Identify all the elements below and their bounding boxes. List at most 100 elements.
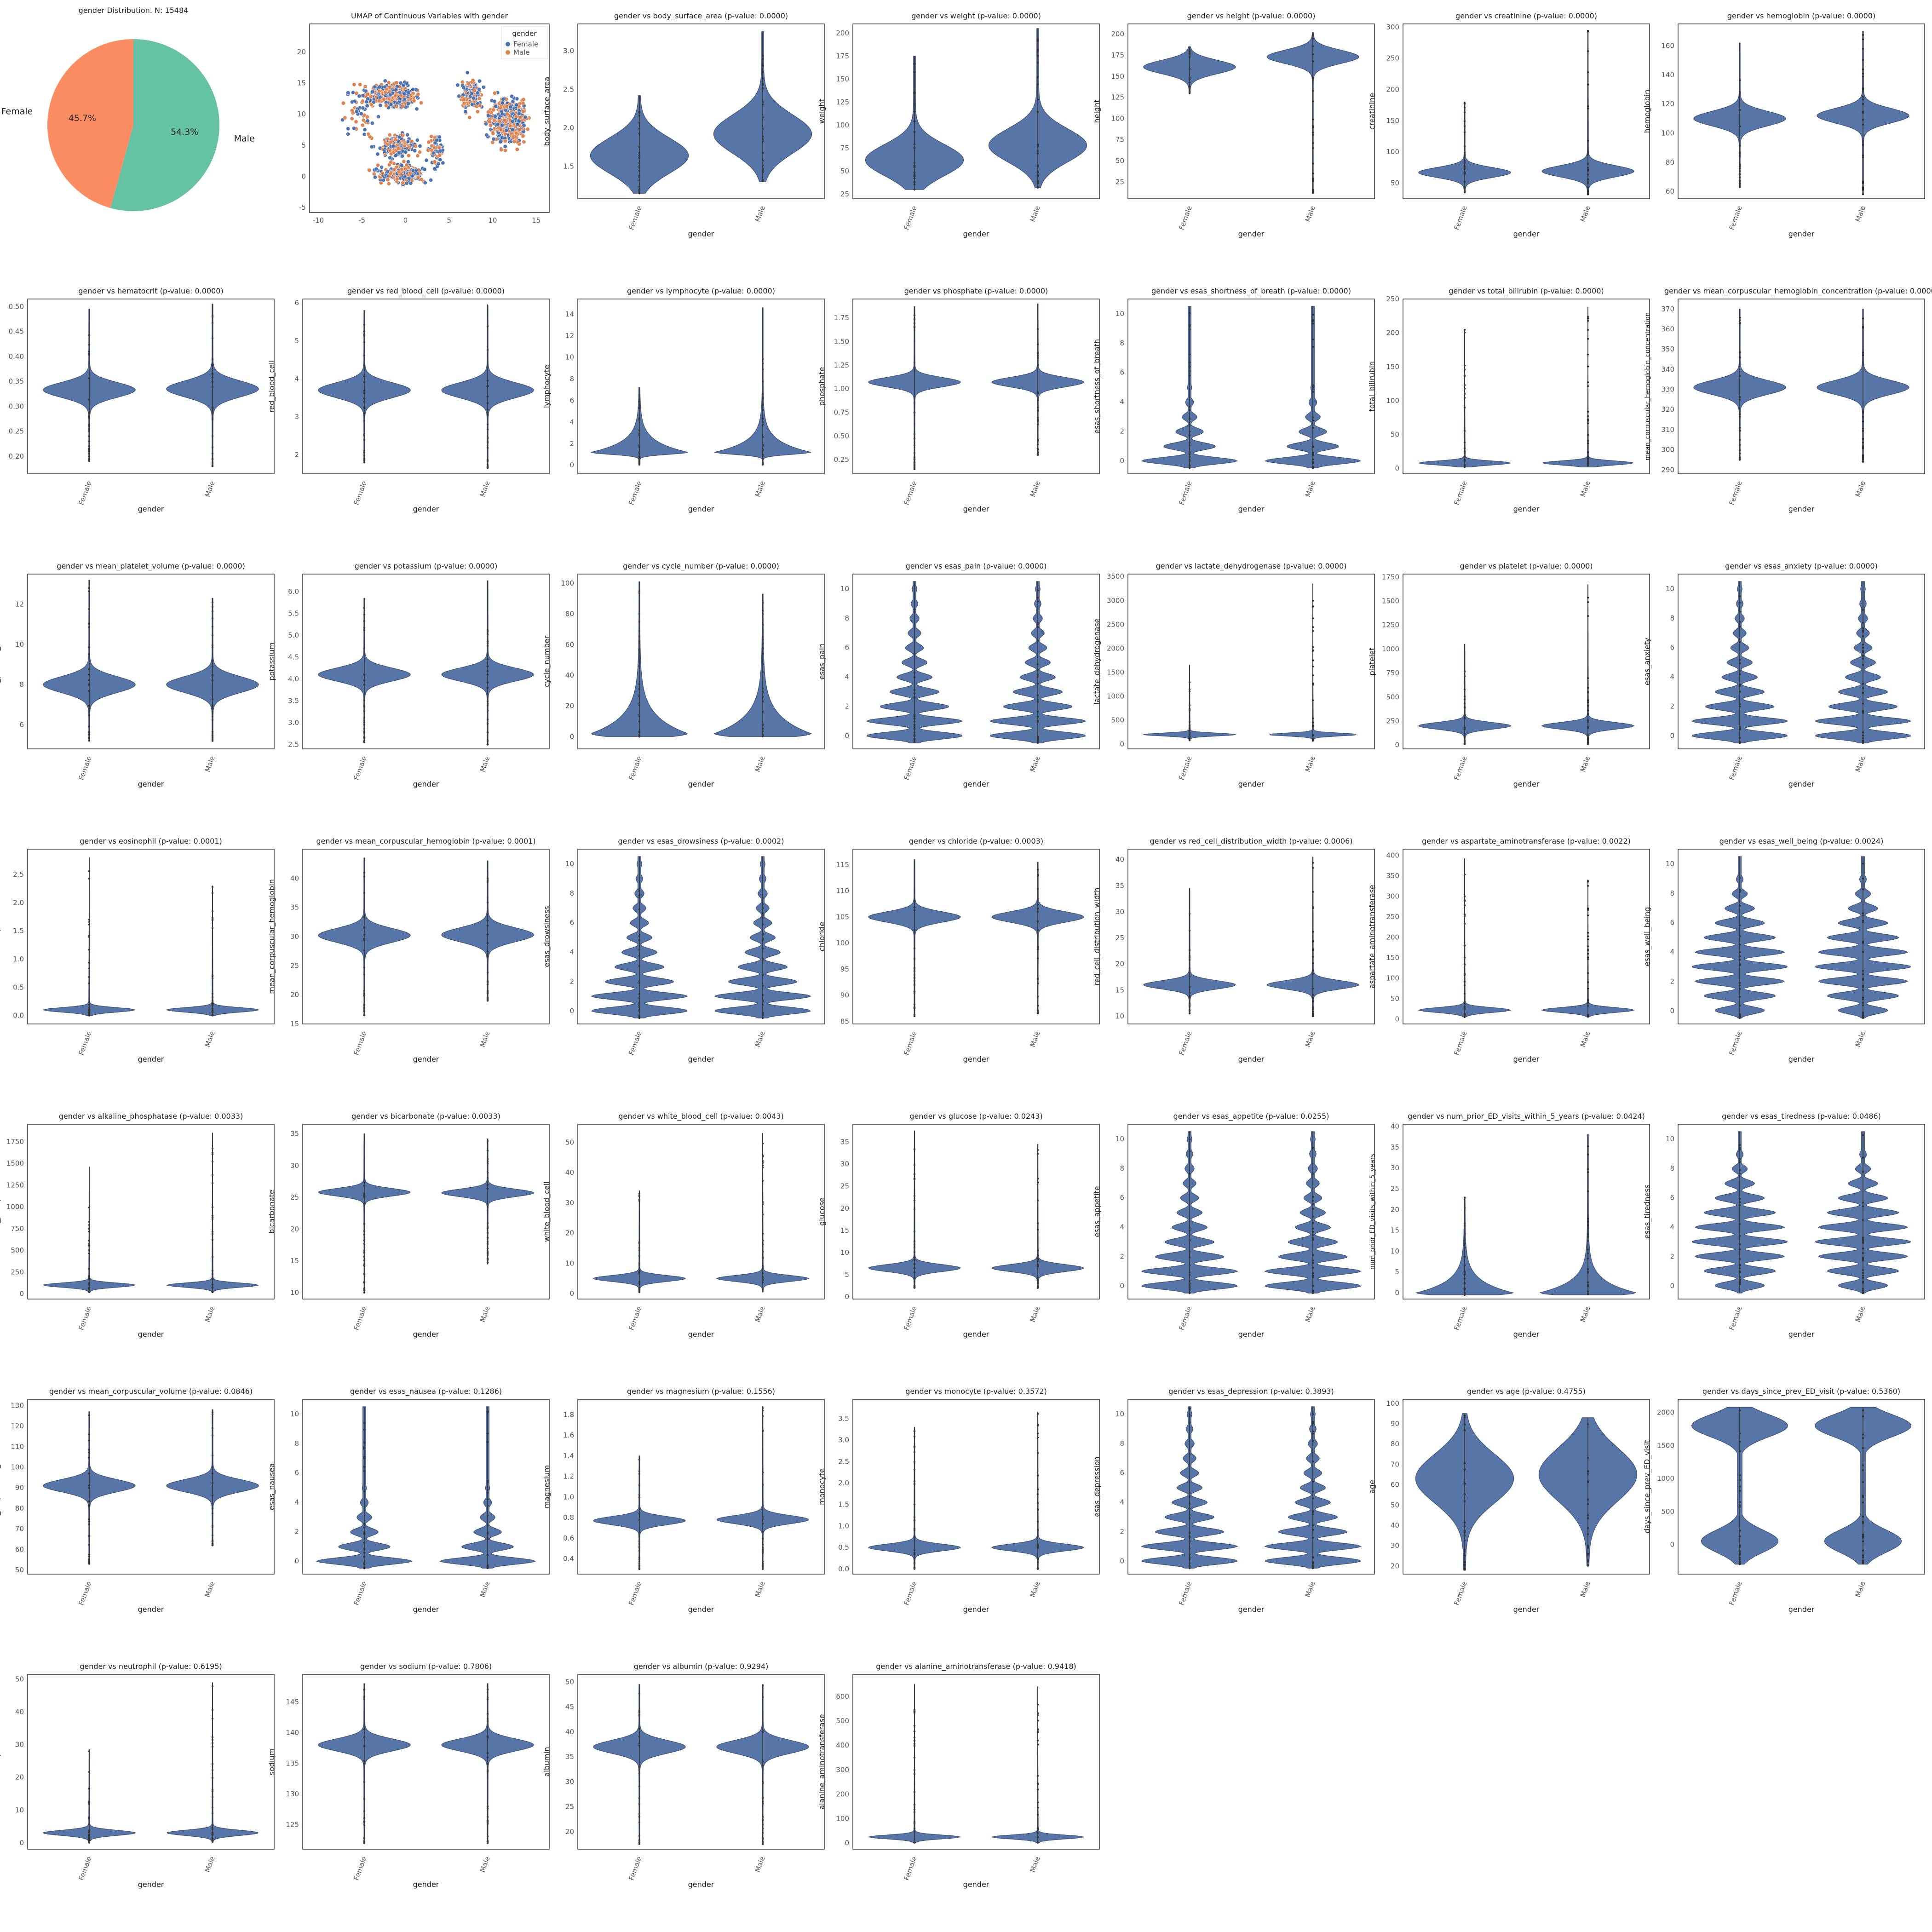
violin-inner-point [363,1422,366,1424]
violin-inner-point [363,451,366,454]
x-tick-label: Male [203,755,217,773]
violin-inner-point [1036,1199,1039,1202]
scatter-point [362,132,367,137]
violin-inner-point [913,437,916,440]
violin-inner-point [211,891,214,894]
violin-inner-point [761,711,764,713]
violin-inner-point [1036,1739,1039,1742]
violin-inner-point [913,322,916,324]
y-tick-label: 6 [1120,1469,1124,1477]
scatter-point [388,171,393,176]
violin-inner-point [761,1543,764,1546]
violin-inner-point [1311,1237,1314,1239]
violin-inner-point [1188,1009,1191,1011]
violin-inner-point [1311,939,1314,942]
violin-inner-point [913,1822,916,1825]
violin-inner-point [1188,1256,1191,1259]
violin-inner-point [1311,172,1314,174]
violin-inner-point [1862,123,1864,126]
violin-inner-point [1587,1240,1589,1242]
y-tick-label: 0 [1120,740,1124,748]
violin-inner-point [1738,1479,1741,1481]
y-tick-label: 250 [1386,54,1399,63]
violin-inner-point [363,1470,366,1472]
violin-inner-point [1188,328,1191,331]
violin-inner-point [1036,399,1039,402]
violin-inner-point [1587,687,1589,689]
violin-inner-point [363,1446,366,1449]
violin-inner-point [1587,139,1589,142]
violin-inner-point [88,440,91,443]
violin-inner-point [913,967,916,970]
pie-label: Female [1,106,33,116]
y-tick-label: 10 [1666,1135,1674,1143]
violin-inner-point [638,455,641,457]
violin-inner-point [1311,1529,1314,1531]
violin-inner-point [363,966,366,969]
violin-inner-point [1738,173,1741,175]
violin-inner-point [638,993,641,995]
y-tick-label: 8 [1670,1164,1674,1173]
violin-inner-point [486,925,489,927]
violin-inner-point [1036,391,1039,393]
x-tick-label: Male [753,205,767,223]
violin-inner-point [913,1460,916,1463]
violin-inner-point [913,713,916,716]
violin-inner-point [1188,459,1191,461]
violin-inner-point [1188,975,1191,978]
x-tick-label: -10 [313,216,324,224]
violin-inner-point [1311,458,1314,461]
x-tick-label: Female [902,1305,918,1331]
violin-inner-point [1463,1534,1466,1537]
violin-inner-point [1036,1287,1039,1289]
violin-inner-point [761,463,764,466]
x-tick-label: Male [203,1305,217,1323]
y-tick-label: 750 [1386,669,1399,677]
violin-panel: gender vs esas_tiredness (p-value: 0.048… [1643,1112,1925,1339]
violin-inner-point [486,644,489,647]
violin-inner-point [486,349,489,351]
y-tick-label: 250 [11,1268,24,1276]
violin-inner-point [1587,1233,1589,1236]
violin-inner-point [1036,623,1039,626]
violin-inner-point [1587,83,1589,86]
violin-inner-point [1188,992,1191,994]
violin-inner-point [638,695,641,698]
violin-inner-point [913,1195,916,1197]
violin-inner-point [1036,1263,1039,1266]
violin-inner-point [638,621,641,623]
scatter-point [517,127,522,132]
violin-inner-point [638,1549,641,1552]
violin-inner-point [913,653,916,655]
violin-inner-point [1311,1556,1314,1559]
violin-inner-point [1862,427,1864,430]
scatter-point [477,104,482,108]
x-tick-label: Female [1177,755,1193,781]
violin-inner-point [1036,1222,1039,1225]
violin-inner-point [1463,161,1466,164]
violin-inner-point [1587,455,1589,458]
y-tick-label: 6 [294,1469,299,1477]
violin-inner-point [1311,1173,1314,1175]
violin-inner-point [913,1173,916,1176]
y-tick-label: 50 [565,1138,574,1146]
violin-inner-point [1188,370,1191,372]
violin-inner-point [88,1771,91,1773]
violin-inner-point [761,1843,764,1846]
violin-inner-point [363,454,366,457]
violin-inner-point [913,1708,916,1711]
violin-inner-point [486,1566,489,1569]
violin-inner-point [1036,741,1039,743]
violin-inner-point [486,933,489,936]
violin-inner-point [761,1818,764,1821]
chart-title: gender Distribution. N: 15484 [79,6,189,15]
violin-inner-point [88,412,91,414]
violin-inner-point [486,1696,489,1699]
violin-inner-point [638,157,641,159]
violin-panel: gender vs esas_depression (p-value: 0.38… [1092,1387,1375,1614]
scatter-point [503,139,507,144]
violin-inner-point [638,1519,641,1521]
violin-panel: gender vs mean_corpuscular_volume (p-val… [0,1387,275,1614]
y-tick-label: 500 [1111,716,1124,724]
y-tick-label: 1.6 [563,1431,574,1439]
